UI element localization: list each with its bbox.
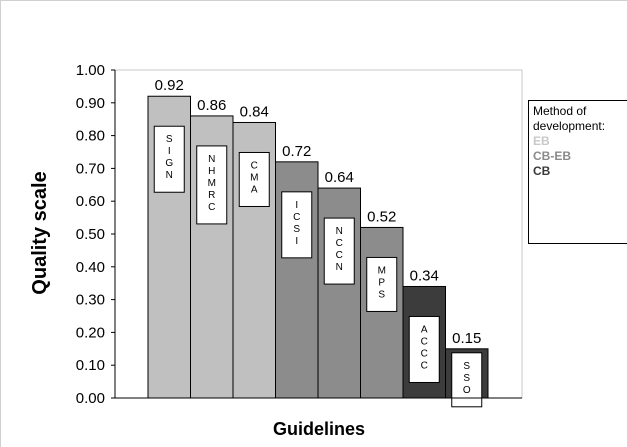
legend-item-cb: CB	[533, 164, 551, 178]
bar-name-letter: C	[421, 360, 428, 371]
bar-name-letter: M	[208, 178, 216, 189]
value-label-nccn: 0.64	[325, 169, 354, 186]
bar-name-box-cma	[238, 151, 270, 207]
bar-name-letter: S	[293, 224, 300, 235]
y-tick-label: 0.00	[76, 390, 105, 407]
bar-name-letter: C	[336, 250, 343, 261]
bar-name-box-accc	[408, 315, 440, 383]
legend: Method of development: EB CB-EB CB	[528, 100, 627, 244]
bar-name-letter: A	[251, 184, 258, 195]
bar-name-letter: C	[336, 238, 343, 249]
bar-name-letter: P	[378, 277, 385, 288]
bar-name-letter: N	[208, 154, 215, 165]
legend-title-line1: Method of	[533, 104, 587, 118]
bar-name-letter: A	[421, 324, 428, 335]
bar-name-box-sign	[153, 125, 185, 193]
value-label-sign: 0.92	[155, 77, 184, 94]
y-tick-label: 0.90	[76, 95, 105, 112]
bar-name-box-nhmrc	[196, 145, 228, 225]
bar-name-letter: N	[336, 262, 343, 273]
bar-name-letter: N	[336, 226, 343, 237]
bar-name-letter: R	[208, 190, 215, 201]
bar-name-letter: I	[295, 236, 298, 247]
bar-name-letter: S	[463, 373, 470, 384]
value-label-accc: 0.34	[410, 267, 439, 284]
y-tick-label: 0.60	[76, 193, 105, 210]
legend-title-line2: development:	[533, 119, 606, 133]
bar-name-letter: S	[166, 134, 173, 145]
bar-name-letter: G	[165, 158, 173, 169]
y-tick-label: 0.20	[76, 324, 105, 341]
bar-name-letter: N	[166, 170, 173, 181]
bar-name-letter: S	[463, 361, 470, 372]
bar-name-letter: C	[251, 160, 258, 171]
bar-name-letter: S	[378, 289, 385, 300]
y-tick-label: 0.70	[76, 160, 105, 177]
value-label-mps: 0.52	[367, 208, 396, 225]
bar-name-letter: M	[378, 265, 386, 276]
y-tick-label: 0.30	[76, 292, 105, 309]
bar-name-box-icsi	[281, 191, 313, 259]
bar-name-letter: M	[250, 172, 258, 183]
legend-item-eb: EB	[533, 134, 550, 148]
y-tick-label: 1.00	[76, 62, 105, 79]
bar-name-letter: C	[293, 212, 300, 223]
bar-name-letter: I	[168, 146, 171, 157]
value-label-cma: 0.84	[240, 103, 269, 120]
legend-item-cb-eb: CB-EB	[533, 149, 571, 163]
y-tick-label: 0.50	[76, 226, 105, 243]
bar-name-letter: H	[208, 166, 215, 177]
value-label-icsi: 0.72	[282, 143, 311, 160]
bar-name-box-mps	[366, 256, 398, 312]
bar-name-letter: I	[295, 200, 298, 211]
bar-name-letter: O	[463, 385, 471, 396]
y-tick-label: 0.10	[76, 357, 105, 374]
bar-name-letter: C	[208, 202, 215, 213]
bar-mps	[360, 226, 404, 399]
value-label-nhmrc: 0.86	[197, 97, 226, 114]
x-axis-title: Guidelines	[273, 419, 365, 439]
bar-name-letter: C	[421, 336, 428, 347]
value-label-sso: 0.15	[452, 330, 481, 347]
y-axis-title: Quality scale	[29, 171, 51, 294]
bar-name-box-nccn	[323, 217, 355, 285]
y-tick-label: 0.40	[76, 259, 105, 276]
bar-name-letter: C	[421, 348, 428, 359]
y-tick-label: 0.80	[76, 128, 105, 145]
